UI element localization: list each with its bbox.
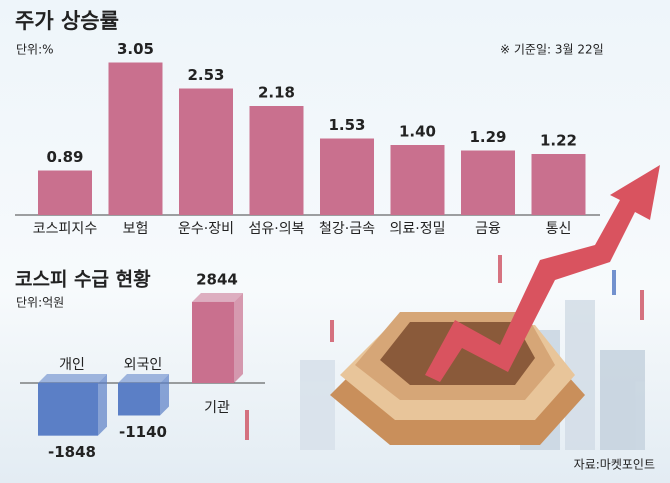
data-label: -1848 — [48, 443, 96, 461]
rising-arrow — [425, 165, 660, 382]
unit-label: 단위:억원 — [16, 296, 64, 310]
x-tick-label: 섬유·의복 — [249, 221, 305, 237]
x-tick-label: 철강·금속 — [319, 221, 375, 237]
data-label: 1.22 — [540, 132, 577, 150]
source: 자료:마켓포인트 — [574, 458, 655, 472]
bar — [531, 154, 586, 215]
data-label: 0.89 — [46, 148, 83, 166]
bar-top — [38, 374, 107, 383]
annotation: ※ 기준일: 3월 22일 — [500, 43, 604, 57]
bar-side — [160, 374, 169, 416]
bar — [390, 145, 445, 215]
category-label: 기관 — [204, 400, 230, 416]
bar — [320, 138, 374, 215]
data-label: -1140 — [119, 423, 167, 441]
x-tick-label: 의료·정밀 — [390, 221, 446, 237]
data-label: 1.53 — [328, 116, 365, 134]
data-label: 2.53 — [187, 66, 224, 84]
data-label: 2.18 — [258, 84, 295, 102]
bar — [118, 383, 160, 416]
category-label: 개인 — [59, 357, 85, 373]
data-label: 1.40 — [399, 123, 436, 141]
bar — [461, 150, 515, 215]
chart-title: 주가 상승률 — [15, 9, 119, 33]
x-tick-label: 보험 — [123, 221, 149, 237]
bar — [108, 62, 163, 215]
data-label: 3.05 — [117, 40, 154, 58]
bar — [249, 106, 304, 215]
x-tick-label: 통신 — [546, 221, 572, 237]
bar — [38, 383, 98, 436]
x-tick-label: 금융 — [475, 221, 501, 237]
bar — [179, 88, 233, 215]
chart-title: 코스피 수급 현황 — [15, 268, 151, 291]
bar-side — [234, 292, 243, 383]
data-label: 1.29 — [469, 128, 506, 146]
unit-label: 단위:% — [16, 43, 54, 57]
bar — [192, 301, 234, 383]
bar-side — [98, 374, 107, 436]
bar — [38, 170, 92, 215]
bar-top — [192, 292, 243, 302]
data-label: 2844 — [196, 270, 238, 288]
x-tick-label: 운수·장비 — [178, 221, 234, 237]
bar-top — [118, 374, 169, 383]
x-tick-label: 코스피지수 — [33, 221, 98, 237]
category-label: 외국인 — [124, 357, 163, 373]
